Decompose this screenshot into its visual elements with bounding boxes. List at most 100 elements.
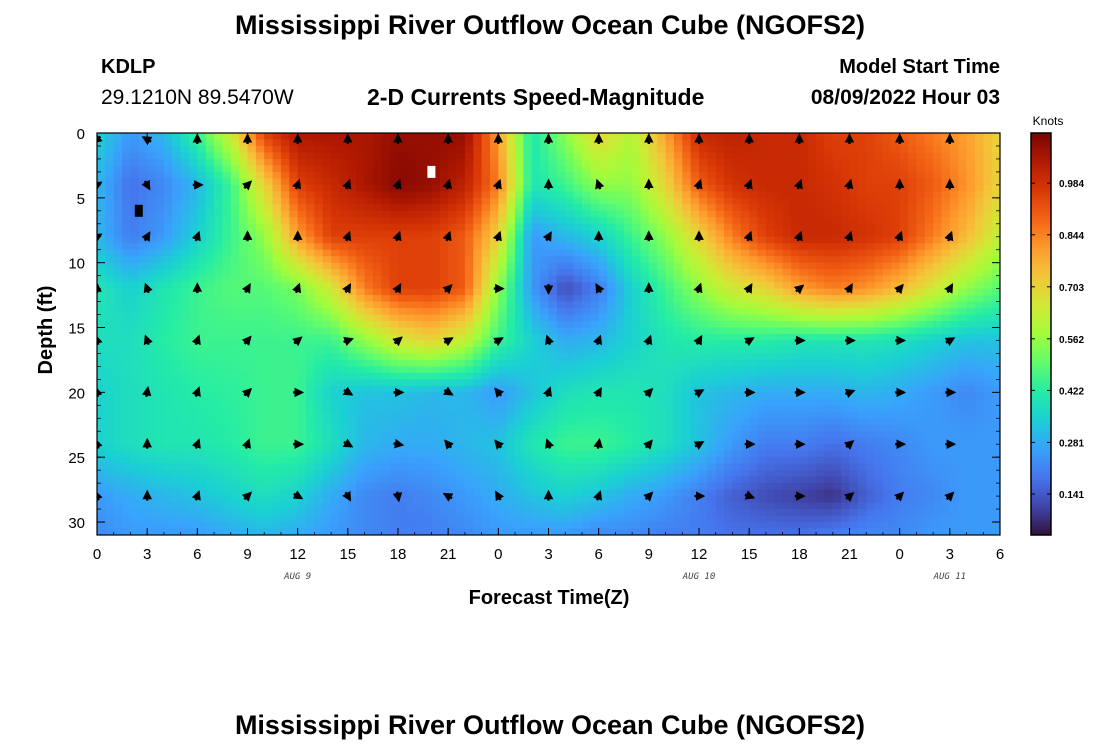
heatmap-cell (264, 295, 274, 303)
heatmap-cell (481, 418, 491, 426)
heatmap-cell (356, 392, 366, 400)
heatmap-cell (757, 236, 767, 244)
heatmap-cell (364, 346, 374, 355)
heatmap-cell (673, 152, 683, 160)
heatmap-cell (306, 321, 315, 329)
heatmap-cell (749, 346, 759, 355)
heatmap-cell (598, 366, 608, 374)
heatmap-cell (239, 424, 249, 432)
heatmap-cell (138, 256, 148, 264)
heatmap-cell (941, 301, 951, 309)
heatmap-cell (439, 405, 449, 413)
heatmap-cell (122, 243, 132, 251)
heatmap-cell (807, 152, 817, 160)
heatmap-cell (782, 145, 792, 154)
heatmap-cell (949, 152, 959, 160)
heatmap-cell (214, 295, 224, 303)
heatmap-cell (381, 340, 391, 348)
heatmap-cell (899, 327, 909, 335)
heatmap-cell (740, 152, 750, 160)
heatmap-cell (113, 418, 123, 426)
heatmap-cell (381, 334, 391, 342)
heatmap-cell (866, 392, 876, 400)
heatmap-cell (498, 262, 508, 270)
heatmap-cell (523, 217, 533, 225)
heatmap-cell (172, 133, 182, 141)
heatmap-cell (540, 165, 550, 173)
heatmap-cell (523, 236, 533, 244)
heatmap-cell (464, 152, 474, 160)
heatmap-cell (414, 197, 424, 205)
heatmap-cell (322, 275, 332, 283)
heatmap-cell (765, 165, 775, 173)
heatmap-cell (481, 359, 491, 368)
heatmap-cell (230, 385, 240, 393)
heatmap-cell (431, 424, 441, 432)
heatmap-cell (255, 366, 265, 374)
heatmap-cell (239, 346, 249, 355)
heatmap-cell (172, 269, 182, 277)
heatmap-cell (765, 327, 775, 335)
heatmap-cell (924, 346, 934, 355)
heatmap-cell (866, 308, 876, 316)
heatmap-cell (724, 392, 734, 400)
heatmap-cell (381, 230, 391, 238)
heatmap-cell (339, 158, 349, 167)
heatmap-cell (665, 392, 675, 400)
heatmap-cell (974, 230, 984, 238)
heatmap-cell (364, 223, 374, 231)
heatmap-cell (949, 262, 959, 270)
heatmap-cell (707, 295, 717, 303)
heatmap-cell (180, 223, 190, 231)
heatmap-cell (255, 158, 265, 167)
heatmap-cell (456, 334, 466, 342)
heatmap-cell (749, 236, 759, 244)
heatmap-cell (832, 372, 842, 380)
heatmap-cell (573, 171, 583, 179)
heatmap-cell (197, 243, 207, 251)
heatmap-cell (740, 249, 750, 257)
heatmap-cell (974, 165, 984, 173)
heatmap-cell (682, 340, 692, 348)
heatmap-cell (247, 165, 257, 173)
heatmap-cell (97, 210, 106, 218)
heatmap-cell (481, 340, 491, 348)
heatmap-cell (531, 256, 541, 264)
heatmap-cell (389, 158, 399, 167)
heatmap-cell (565, 385, 575, 393)
heatmap-cell (707, 372, 717, 380)
heatmap-cell (832, 288, 842, 296)
heatmap-cell (439, 145, 449, 154)
heatmap-cell (807, 301, 817, 309)
heatmap-cell (540, 171, 550, 179)
heatmap-cell (908, 366, 917, 374)
heatmap-cell (707, 139, 717, 147)
heatmap-cell (464, 295, 474, 303)
heatmap-cell (707, 145, 717, 154)
heatmap-cell (464, 385, 474, 393)
heatmap-cell (322, 178, 332, 186)
heatmap-cell (916, 256, 926, 264)
heatmap-cell (924, 165, 934, 173)
heatmap-cell (264, 236, 274, 244)
heatmap-cell (832, 282, 842, 290)
heatmap-cell (214, 249, 224, 257)
heatmap-cell (113, 256, 123, 264)
heatmap-cell (306, 405, 315, 413)
heatmap-cell (807, 418, 817, 426)
heatmap-cell (364, 301, 374, 309)
heatmap-cell (163, 145, 173, 154)
heatmap-cell (456, 327, 466, 335)
heatmap-cell (974, 359, 984, 368)
heatmap-cell (648, 178, 658, 186)
heatmap-cell (615, 210, 625, 218)
heatmap-cell (464, 308, 474, 316)
heatmap-cell (155, 223, 165, 231)
heatmap-cell (481, 411, 491, 419)
heatmap-cell (924, 178, 934, 186)
heatmap-cell (372, 236, 382, 244)
heatmap-cell (188, 301, 198, 309)
heatmap-cell (289, 191, 299, 199)
heatmap-cell (807, 158, 817, 167)
heatmap-cell (172, 314, 182, 322)
